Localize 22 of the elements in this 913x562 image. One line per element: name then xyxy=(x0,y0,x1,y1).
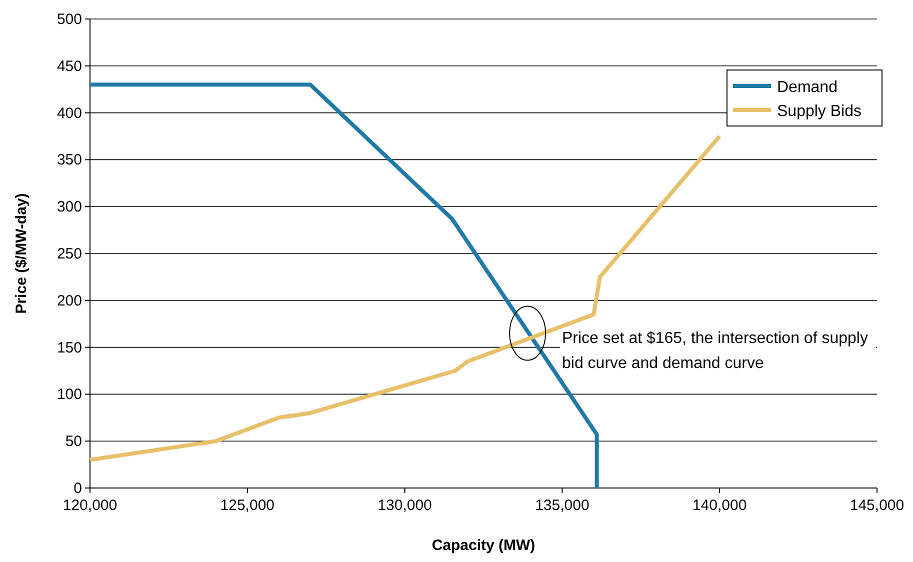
y-tick-label: 150 xyxy=(56,339,82,356)
x-tick-label: 145,000 xyxy=(850,497,904,514)
x-axis-title: Capacity (MW) xyxy=(432,537,536,554)
y-axis-title: Price ($/MW-day) xyxy=(13,193,30,314)
y-tick-label: 200 xyxy=(56,292,82,310)
legend-label: Supply Bids xyxy=(777,103,862,120)
y-tick-label: 250 xyxy=(56,246,82,262)
x-tick-label: 130,000 xyxy=(378,497,432,514)
y-tick-label: 500 xyxy=(56,11,82,28)
y-tick-label: 300 xyxy=(56,198,82,216)
y-tick-label: 350 xyxy=(56,152,82,169)
y-tick-label: 450 xyxy=(56,58,82,75)
annotation: Price set at $165, the intersection of supply bid curve and demand curve xyxy=(562,330,868,372)
y-tick-label: 400 xyxy=(56,104,82,122)
x-tick-label: 140,000 xyxy=(692,497,747,514)
y-tick-label: 100 xyxy=(56,386,82,404)
x-tick-label: 120,000 xyxy=(62,497,118,514)
y-tick-label: 50 xyxy=(65,433,82,450)
y-tick-label: 0 xyxy=(74,480,82,497)
legend-label: Demand xyxy=(777,79,838,96)
x-tick-label: 135,000 xyxy=(535,497,590,514)
x-tick-label: 125,000 xyxy=(220,497,275,514)
